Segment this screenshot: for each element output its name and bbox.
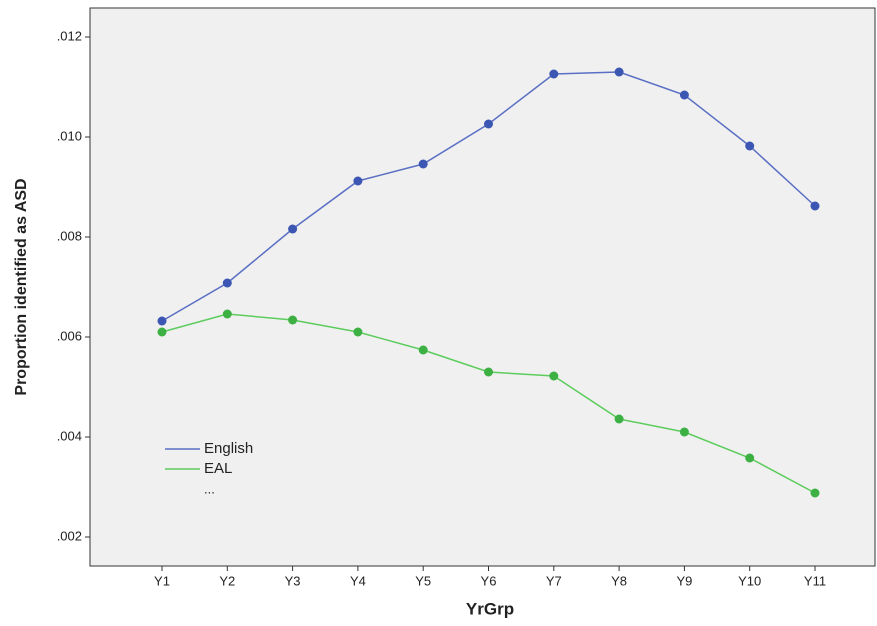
point: [810, 201, 820, 211]
y-tick-label: .012: [57, 28, 82, 43]
x-tick-label: Y2: [219, 573, 235, 588]
legend-note: ...: [204, 481, 215, 496]
point: [484, 367, 493, 377]
point: [157, 327, 167, 337]
point: [418, 159, 428, 169]
point: [745, 453, 755, 463]
y-tick-label: .008: [57, 228, 82, 243]
point: [418, 345, 428, 355]
point: [353, 176, 363, 186]
y-tick-label: .002: [57, 528, 82, 543]
x-tick-label: Y9: [676, 573, 692, 588]
point: [614, 414, 624, 424]
x-tick-label: Y7: [546, 573, 562, 588]
x-tick-label: Y5: [415, 573, 431, 588]
point: [549, 69, 559, 79]
point: [679, 90, 689, 100]
x-tick-label: Y4: [350, 573, 366, 588]
point: [288, 315, 298, 325]
x-tick-label: Y11: [804, 573, 826, 588]
point: [614, 67, 624, 77]
point: [353, 327, 363, 337]
x-tick-label: Y8: [611, 573, 627, 588]
x-tick-label: Y1: [154, 573, 170, 588]
x-tick-label: Y6: [481, 573, 497, 588]
x-tick-label: Y3: [285, 573, 301, 588]
y-tick-label: .004: [57, 428, 82, 443]
point: [288, 224, 298, 234]
x-tick-label: Y10: [738, 573, 761, 588]
y-axis-label: Proportion identified as ASD: [13, 178, 30, 395]
legend-label: EAL: [204, 460, 232, 477]
legend-label: English: [204, 440, 253, 457]
point: [484, 119, 493, 129]
point: [157, 316, 167, 326]
y-tick-label: .010: [57, 128, 82, 143]
point: [810, 488, 820, 498]
y-tick-label: .006: [57, 328, 82, 343]
point: [222, 278, 232, 288]
point: [549, 371, 559, 381]
point: [745, 141, 755, 151]
point: [679, 427, 689, 437]
x-axis-label: YrGrp: [466, 599, 514, 618]
point: [222, 309, 232, 319]
